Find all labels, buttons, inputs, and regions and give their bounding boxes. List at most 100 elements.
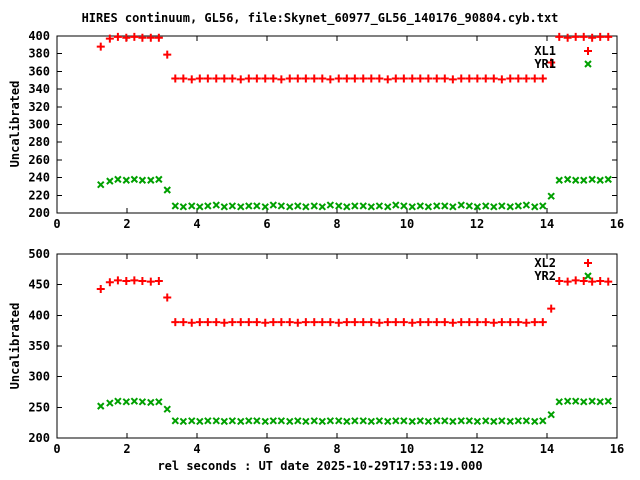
cross-marker <box>155 398 163 406</box>
plus-marker <box>383 318 392 327</box>
plus-marker <box>179 318 188 327</box>
cross-marker <box>171 202 180 210</box>
cross-marker <box>188 202 196 210</box>
plus-marker <box>163 50 172 59</box>
cross-marker <box>147 398 155 407</box>
x-tick-label: 12 <box>470 217 484 231</box>
cross-marker <box>359 202 367 210</box>
x-tick-label: 12 <box>470 442 484 456</box>
plus-marker <box>571 276 580 285</box>
cross-marker <box>97 180 105 189</box>
cross-marker <box>138 398 147 406</box>
plus-marker <box>547 58 556 67</box>
x-tick-label: 4 <box>193 217 200 231</box>
y-axis-label-top: Uncalibrated <box>8 80 22 168</box>
plus-marker <box>481 318 490 327</box>
cross-marker <box>506 417 514 426</box>
plus-marker <box>596 276 605 285</box>
cross-marker <box>400 417 408 425</box>
plus-marker <box>579 32 588 41</box>
cross-marker <box>465 202 474 210</box>
cross-marker <box>547 192 555 200</box>
plus-marker <box>212 74 221 83</box>
cross-marker <box>604 397 612 405</box>
plus-marker <box>538 74 547 83</box>
cross-marker <box>490 203 498 211</box>
cross-marker <box>367 417 376 426</box>
cross-marker <box>220 203 229 211</box>
plus-marker <box>514 74 523 83</box>
cross-marker <box>424 203 433 211</box>
plus-marker <box>220 318 229 327</box>
cross-marker <box>228 202 237 210</box>
cross-marker <box>424 417 433 426</box>
cross-marker <box>384 417 392 426</box>
cross-marker <box>179 417 188 426</box>
y-tick-label: 300 <box>28 370 50 384</box>
plus-marker <box>416 318 425 327</box>
plus-marker <box>187 75 196 84</box>
cross-marker <box>212 417 220 425</box>
plus-marker <box>350 74 359 83</box>
y-tick-label: 400 <box>28 29 50 43</box>
cross-marker <box>318 203 327 211</box>
plus-marker <box>310 318 319 327</box>
cross-marker <box>596 176 604 184</box>
plus-marker <box>269 74 278 83</box>
cross-marker <box>580 176 588 184</box>
plus-marker <box>530 318 539 327</box>
x-tick-label: 8 <box>333 442 340 456</box>
cross-marker <box>253 417 261 425</box>
x-tick-label: 4 <box>193 442 200 456</box>
y-tick-label: 250 <box>28 400 50 414</box>
cross-marker <box>359 417 367 425</box>
plus-marker <box>154 33 163 42</box>
cross-marker <box>335 417 343 425</box>
cross-marker <box>375 417 384 425</box>
cross-marker <box>584 60 592 68</box>
cross-marker <box>130 175 139 184</box>
plus-marker <box>228 318 237 327</box>
cross-marker <box>465 417 474 425</box>
y-tick-label: 450 <box>28 278 50 292</box>
y-tick-label: 300 <box>28 118 50 132</box>
x-tick-label: 14 <box>540 217 554 231</box>
cross-marker <box>245 202 253 210</box>
plus-marker <box>285 318 294 327</box>
plus-marker <box>547 304 556 313</box>
plus-marker <box>318 318 327 327</box>
plus-marker <box>555 32 564 41</box>
plus-marker <box>359 74 368 83</box>
plus-marker <box>399 318 408 327</box>
legend-label-xl2: XL2 <box>534 256 556 270</box>
plus-marker <box>334 318 343 327</box>
plus-marker <box>171 74 180 83</box>
x-tick-label: 6 <box>263 442 270 456</box>
cross-marker <box>326 201 335 209</box>
cross-marker <box>122 176 131 184</box>
cross-marker <box>147 176 155 184</box>
cross-marker <box>408 203 416 211</box>
cross-marker <box>302 417 310 426</box>
plus-marker <box>465 318 474 327</box>
plus-marker <box>277 75 286 84</box>
plus-marker <box>228 74 237 83</box>
cross-marker <box>204 202 212 210</box>
x-tick-label: 14 <box>540 442 554 456</box>
plus-marker <box>432 74 441 83</box>
cross-marker <box>514 417 523 425</box>
plus-marker <box>301 318 310 327</box>
cross-marker <box>106 177 114 185</box>
plus-marker <box>326 318 335 327</box>
cross-marker <box>522 417 531 425</box>
plus-marker <box>187 318 196 327</box>
cross-marker <box>351 202 359 210</box>
cross-marker <box>155 175 163 184</box>
plus-marker <box>334 74 343 83</box>
plus-marker <box>391 74 400 83</box>
plus-marker <box>448 75 457 84</box>
plus-marker <box>588 277 597 286</box>
cross-marker <box>506 203 514 211</box>
plus-marker <box>236 75 245 84</box>
